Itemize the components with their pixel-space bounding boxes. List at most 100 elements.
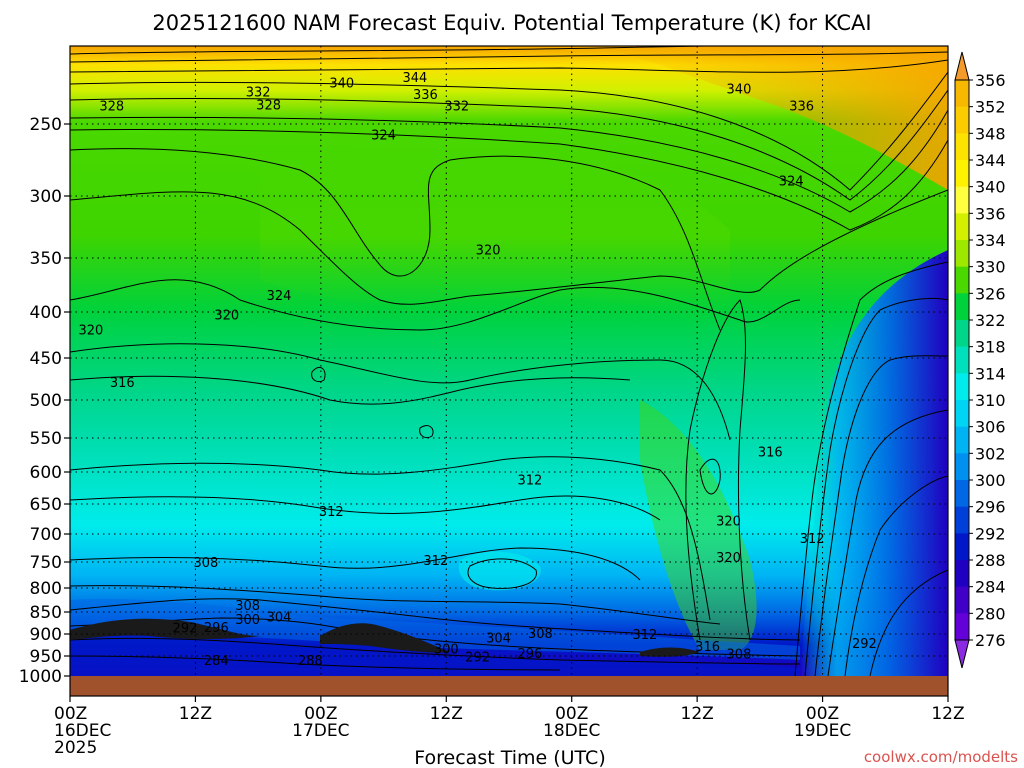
contour-line bbox=[70, 279, 801, 331]
x-tick-label: 18DEC bbox=[543, 721, 600, 741]
contour-label: 340 bbox=[727, 82, 752, 97]
colorbar-segment bbox=[955, 560, 969, 588]
field-cold-boundary-layer bbox=[70, 626, 800, 676]
field-shallow-cool-layer bbox=[70, 599, 800, 660]
contour-label: 316 bbox=[758, 445, 783, 460]
colorbar-segment bbox=[955, 266, 969, 294]
field-green-tongue bbox=[640, 400, 757, 650]
colorbar-label: 300 bbox=[975, 471, 1006, 490]
contour-label: 328 bbox=[99, 100, 124, 115]
contour-line bbox=[70, 375, 631, 405]
colorbar-label: 340 bbox=[975, 178, 1006, 197]
contour-label: 324 bbox=[267, 289, 292, 304]
y-tick-label: 900 bbox=[30, 625, 62, 645]
y-tick-label: 400 bbox=[30, 303, 62, 323]
colorbar-label: 326 bbox=[975, 284, 1006, 303]
credit-text[interactable]: coolwx.com/modelts bbox=[864, 748, 1018, 766]
y-tick-label: 1000 bbox=[19, 667, 62, 687]
x-tick-label: 12Z bbox=[430, 704, 463, 724]
contour-label: 308 bbox=[235, 599, 260, 614]
contour-label: 308 bbox=[727, 648, 752, 663]
contour-label: 320 bbox=[78, 323, 103, 338]
y-tick-label: 250 bbox=[30, 115, 62, 135]
contour-label: 296 bbox=[517, 647, 542, 662]
colorbar-segment bbox=[955, 106, 969, 134]
contour-label: 344 bbox=[403, 71, 428, 86]
contour-label: 336 bbox=[413, 88, 438, 103]
y-tick-label: 300 bbox=[30, 187, 62, 207]
surface-cold-band bbox=[70, 618, 700, 657]
y-tick-label: 600 bbox=[30, 463, 62, 483]
contour-line bbox=[804, 297, 948, 676]
y-tick-label: 700 bbox=[30, 525, 62, 545]
contour-label: 308 bbox=[193, 556, 218, 571]
colorbar-segment bbox=[955, 400, 969, 428]
x-tick-label: 12Z bbox=[931, 704, 964, 724]
x-tick-label: 2025 bbox=[54, 738, 97, 758]
contour-line bbox=[70, 51, 948, 63]
contour-label: 332 bbox=[246, 85, 271, 100]
contour-label: 312 bbox=[517, 473, 542, 488]
y-tick-label: 450 bbox=[30, 349, 62, 369]
x-tick-label: 00Z bbox=[304, 704, 337, 724]
colorbar-label: 330 bbox=[975, 258, 1006, 277]
y-tick-label: 950 bbox=[30, 647, 62, 667]
contour-line bbox=[70, 71, 948, 191]
colorbar-label: 356 bbox=[975, 71, 1006, 90]
contour-line bbox=[70, 547, 641, 581]
field-warm-aloft bbox=[600, 46, 948, 190]
contour-label: 300 bbox=[434, 642, 459, 657]
colorbar-label: 276 bbox=[975, 631, 1006, 650]
colorbar-segment bbox=[955, 373, 969, 401]
colorbar-label: 296 bbox=[975, 498, 1006, 517]
colorbar-segment bbox=[955, 613, 969, 641]
colorbar-segment bbox=[955, 586, 969, 614]
contour-label: 324 bbox=[371, 129, 396, 144]
contour-line bbox=[70, 46, 739, 55]
x-tick-label: 00Z bbox=[54, 704, 87, 724]
contour-label: 316 bbox=[695, 640, 720, 655]
x-tick-label: 12Z bbox=[179, 704, 212, 724]
contour-line bbox=[70, 585, 721, 625]
colorbar-label: 280 bbox=[975, 604, 1006, 623]
contour-line bbox=[685, 299, 751, 641]
contour-label: 308 bbox=[528, 627, 553, 642]
y-tick-label: 650 bbox=[30, 495, 62, 515]
contour-line bbox=[70, 637, 801, 665]
colorbar-segment bbox=[955, 533, 969, 561]
contour-label: 284 bbox=[204, 654, 229, 669]
x-tick-label: 00Z bbox=[806, 704, 839, 724]
x-tick-label: 00Z bbox=[555, 704, 588, 724]
colorbar-label: 310 bbox=[975, 391, 1006, 410]
field-green-dome bbox=[260, 145, 730, 330]
pressure-axis: 2503003504004505005506006507007508008509… bbox=[19, 115, 70, 687]
colorbar-frame bbox=[954, 79, 970, 641]
x-tick-label: 12Z bbox=[681, 704, 714, 724]
contour-label: 312 bbox=[800, 532, 825, 547]
colorbar-segment bbox=[955, 186, 969, 214]
y-tick-label: 850 bbox=[30, 603, 62, 623]
contour-label: 336 bbox=[789, 100, 814, 115]
colorbar-label: 344 bbox=[975, 151, 1006, 170]
colorbar-label: 352 bbox=[975, 98, 1006, 117]
colorbar-segment bbox=[955, 320, 969, 348]
y-tick-label: 750 bbox=[30, 553, 62, 573]
contour-label: 320 bbox=[214, 309, 239, 324]
contour-line bbox=[869, 569, 948, 676]
colorbar-segment bbox=[955, 213, 969, 241]
contour-line bbox=[311, 367, 326, 383]
contour-line bbox=[419, 425, 434, 439]
colorbar-label: 336 bbox=[975, 204, 1006, 223]
contour-label: 292 bbox=[852, 637, 877, 652]
colorbar-label: 322 bbox=[975, 311, 1006, 330]
colorbar-bottom-arrow bbox=[954, 639, 970, 669]
chart-title: 2025121600 NAM Forecast Equiv. Potential… bbox=[152, 11, 871, 35]
contour-line bbox=[70, 456, 711, 621]
colorbar-label: 284 bbox=[975, 578, 1006, 597]
colorbar-label: 306 bbox=[975, 418, 1006, 437]
colorbar-top-arrow bbox=[954, 51, 970, 81]
contour-label: 320 bbox=[716, 551, 741, 566]
contour-line bbox=[70, 109, 948, 213]
